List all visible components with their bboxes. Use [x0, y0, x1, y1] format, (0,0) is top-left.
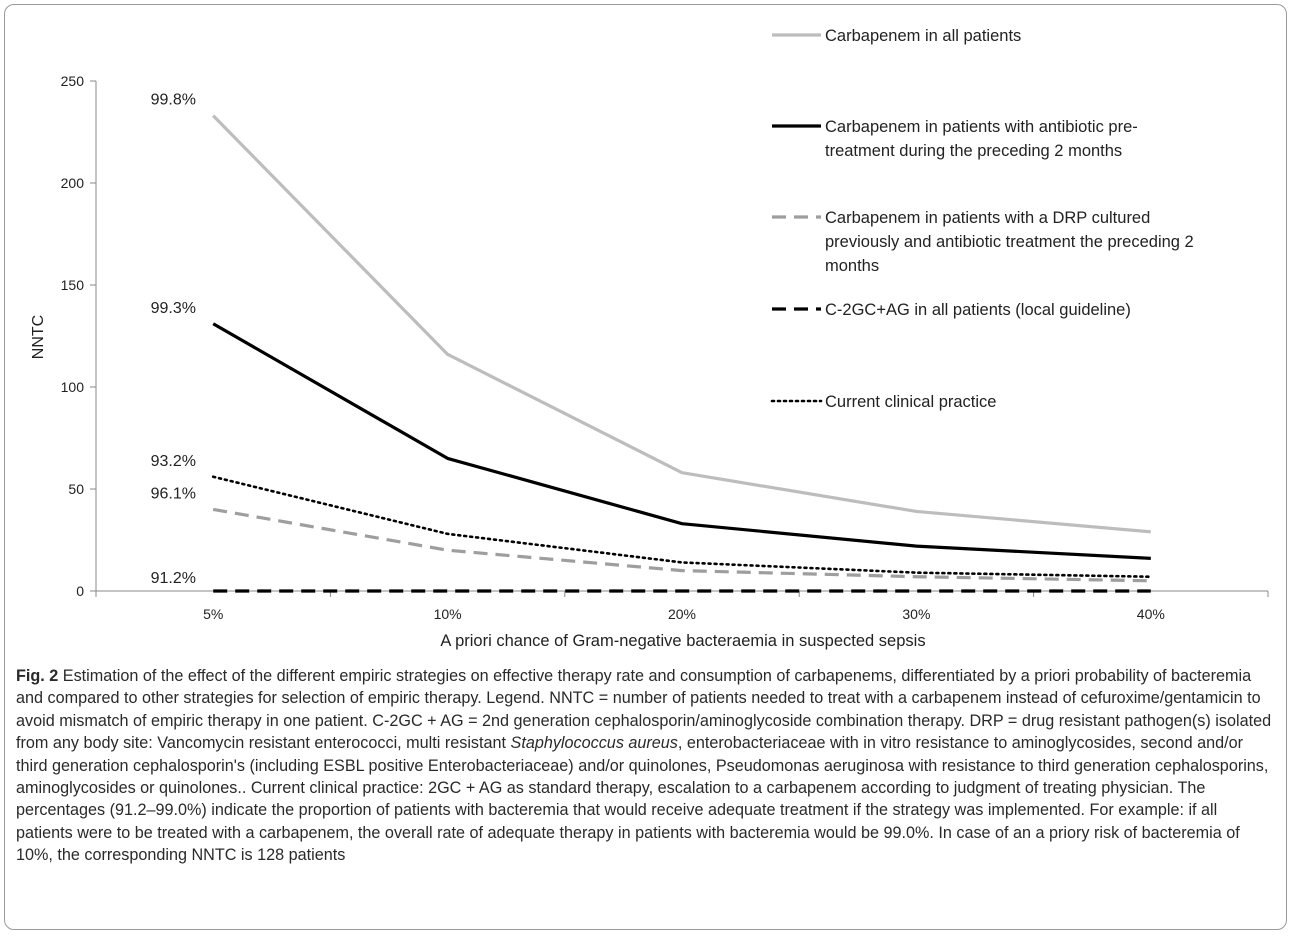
- x-tick-label: 5%: [203, 606, 223, 622]
- x-tick-label: 20%: [668, 606, 696, 622]
- y-tick-label: 250: [61, 73, 85, 89]
- chart-series: 99.8% 99.3% 96.1% 91.2% 93.2%: [151, 92, 1153, 593]
- legend-label: Carbapenem in patients with a DRP cultur…: [825, 209, 1150, 227]
- line-chart: 0 50 100 150 200 250 5% 10% 20% 30% 40% 99.8% 99.3%…: [30, 27, 1269, 650]
- y-tick-label: 200: [61, 175, 85, 191]
- legend-label: C-2GC+AG in all patients (local guidelin…: [825, 301, 1131, 319]
- figure-caption: Fig. 2 Estimation of the effect of the d…: [16, 665, 1278, 867]
- caption-italic-term: Staphylococcus aureus: [510, 734, 678, 753]
- y-tick-label: 0: [76, 583, 84, 599]
- legend-label: Current clinical practice: [825, 393, 996, 411]
- series-start-label: 93.2%: [151, 453, 196, 470]
- series-start-label: 99.8%: [151, 92, 196, 109]
- series-start-label: 91.2%: [151, 570, 196, 587]
- series-start-label: 99.3%: [151, 300, 196, 317]
- chart-legend: Carbapenem in all patients Carbapenem in …: [770, 27, 1194, 411]
- figure-label: Fig. 2: [16, 667, 59, 685]
- chart-axes: 0 50 100 150 200 250 5% 10% 20% 30% 40%: [61, 73, 1269, 622]
- legend-label: Carbapenem in all patients: [825, 27, 1021, 45]
- y-tick-label: 50: [68, 481, 84, 497]
- y-tick-label: 150: [61, 277, 85, 293]
- figure-frame: [4, 4, 1287, 930]
- series-line: [211, 475, 1153, 579]
- caption-text-1: Estimation of the effect of the differen…: [16, 667, 1272, 753]
- legend-label: previously and antibiotic treatment the …: [825, 233, 1194, 251]
- legend-label: treatment during the preceding 2 months: [825, 142, 1122, 160]
- caption-text-2: , enterobacteriaceae with in vitro resis…: [16, 734, 1269, 865]
- x-tick-label: 30%: [902, 606, 930, 622]
- series-line: [212, 322, 1151, 560]
- legend-label: months: [825, 257, 879, 275]
- series-start-label: 96.1%: [151, 485, 196, 502]
- x-tick-label: 10%: [434, 606, 462, 622]
- series-line: [212, 114, 1151, 534]
- y-axis-label: NNTC: [30, 315, 47, 359]
- x-axis-label: A priori chance of Gram-negative bactera…: [440, 632, 925, 650]
- series-line: [212, 507, 1151, 583]
- x-tick-label: 40%: [1137, 606, 1165, 622]
- y-tick-label: 100: [61, 379, 85, 395]
- legend-label: Carbapenem in patients with antibiotic p…: [825, 118, 1138, 136]
